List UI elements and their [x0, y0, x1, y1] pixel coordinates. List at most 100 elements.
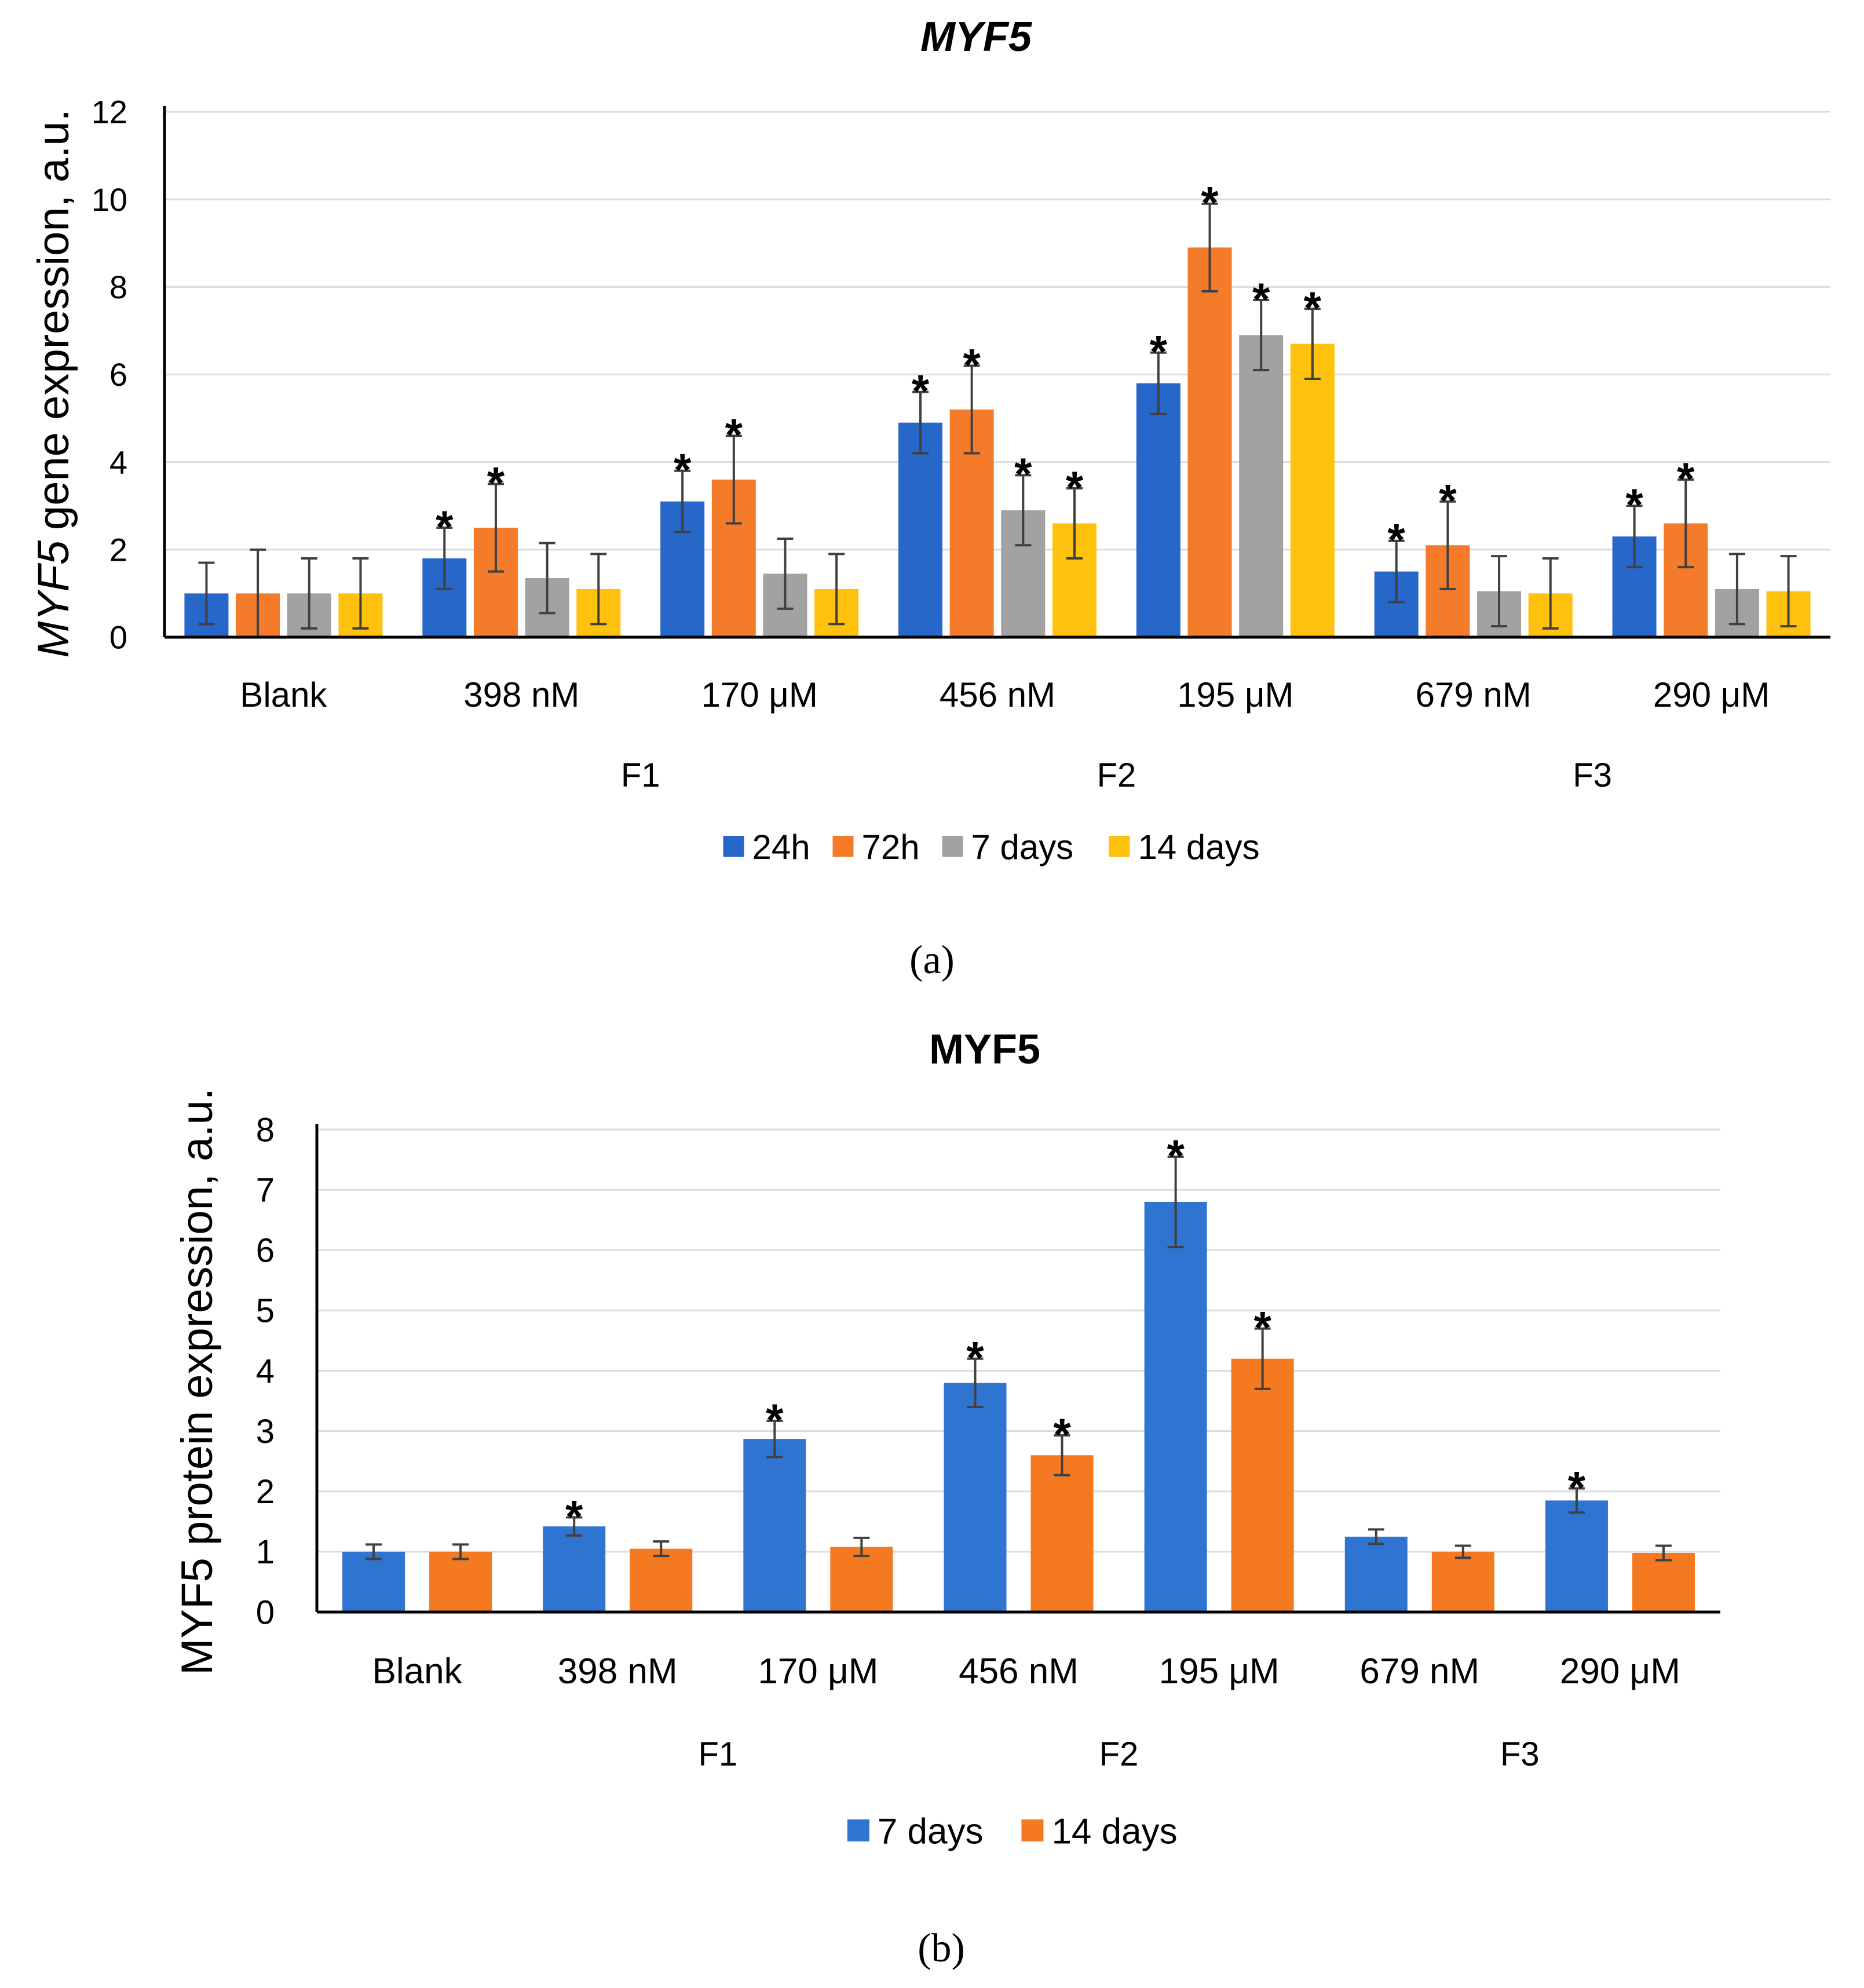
- bar: [342, 1551, 405, 1612]
- y-tick-label: 4: [109, 444, 127, 480]
- y-tick-label: 2: [256, 1473, 275, 1511]
- chart-panel-a: MYF5 MYF5 gene expression, a.u. 0 2 4 6 8 10 12…: [29, 14, 1830, 982]
- group-label: F1: [698, 1735, 737, 1773]
- x-tick-label: 195 μM: [1177, 675, 1293, 714]
- significance-marker: *: [1066, 462, 1084, 513]
- bar: [1632, 1552, 1695, 1612]
- y-tick-label: 6: [256, 1232, 275, 1270]
- y-tick-label: 2: [109, 531, 127, 568]
- chart-b-title: MYF5: [929, 1026, 1040, 1073]
- chart-b-bars: [342, 1201, 1695, 1612]
- y-tick-label: 7: [256, 1171, 275, 1209]
- chart-a-error-bars: [198, 202, 1797, 638]
- significance-marker: *: [565, 1490, 583, 1541]
- legend-label: 14 days: [1051, 1812, 1177, 1852]
- bar: [1187, 247, 1232, 637]
- legend-item: 7 days: [942, 828, 1074, 867]
- significance-marker: *: [1439, 475, 1457, 526]
- x-tick-label: 195 μM: [1159, 1651, 1280, 1691]
- bar: [1144, 1201, 1207, 1612]
- bar: [743, 1439, 806, 1612]
- bar: [1239, 335, 1284, 637]
- x-tick-label: 456 nM: [940, 675, 1055, 714]
- legend-swatch: [832, 836, 854, 857]
- significance-marker: *: [1167, 1130, 1185, 1181]
- chart-b-error-bars: [366, 1155, 1672, 1562]
- bar: [543, 1526, 606, 1612]
- chart-b-x-tick-labels: Blank 398 nM 170 μM 456 nM 195 μM 679 nM 290 μ…: [372, 1651, 1680, 1691]
- chart-a-x-tick-labels: Blank 398 nM 170 μM 456 nM 195 μM 679 nM 290 μ…: [240, 675, 1770, 714]
- x-tick-label: 679 nM: [1416, 675, 1532, 714]
- bar: [1431, 1551, 1494, 1612]
- bar: [1136, 383, 1180, 637]
- chart-a-axes: [163, 106, 1830, 639]
- significance-marker: *: [725, 409, 743, 460]
- significance-marker: *: [1201, 177, 1219, 228]
- x-tick-label: Blank: [240, 675, 327, 714]
- y-tick-label: 5: [256, 1292, 275, 1330]
- x-tick-label: 290 μM: [1653, 675, 1770, 714]
- bar: [898, 422, 942, 637]
- chart-a-legend: 24h 72h 7 days 14 days: [723, 828, 1260, 867]
- chart-b-y-ticks: 0 1 2 3 4 5 6 7 8: [256, 1111, 275, 1631]
- x-tick-label: 456 nM: [959, 1651, 1079, 1691]
- group-label: F3: [1573, 757, 1612, 794]
- chart-a-significance-markers: * * * * * * * * * * * * * * * *: [436, 177, 1695, 565]
- group-label: F2: [1099, 1735, 1139, 1773]
- y-tick-label: 10: [92, 181, 127, 218]
- chart-b-y-axis-label: MYF5 protein expression, a.u.: [173, 1088, 222, 1675]
- chart-b-axes: [315, 1124, 1720, 1614]
- chart-a-y-axis-label-text: gene expression, a.u.: [29, 109, 78, 530]
- significance-marker: *: [1388, 514, 1406, 565]
- y-tick-label: 0: [256, 1594, 275, 1631]
- y-tick-label: 8: [109, 269, 127, 305]
- legend-swatch: [847, 1819, 869, 1841]
- group-label: F3: [1500, 1735, 1540, 1773]
- significance-marker: *: [966, 1332, 984, 1383]
- x-tick-label: Blank: [372, 1651, 463, 1691]
- chart-panel-b: MYF5 MYF5 protein expression, a.u. 0 1 2 3 4…: [173, 1026, 1720, 1971]
- bar: [1290, 343, 1335, 637]
- legend-swatch: [1109, 836, 1130, 857]
- legend-item: 14 days: [1109, 828, 1260, 867]
- significance-marker: *: [487, 457, 505, 508]
- bar: [944, 1383, 1007, 1612]
- legend-swatch: [1021, 1819, 1044, 1841]
- bar: [830, 1547, 893, 1612]
- x-tick-label: 398 nM: [463, 675, 579, 714]
- significance-marker: *: [674, 444, 692, 495]
- legend-label: 24h: [752, 828, 810, 867]
- significance-marker: *: [1014, 448, 1032, 499]
- significance-marker: *: [1568, 1461, 1586, 1512]
- y-tick-label: 0: [109, 619, 127, 656]
- significance-marker: *: [1150, 326, 1168, 377]
- legend-label: 14 days: [1138, 828, 1260, 867]
- bar: [1231, 1358, 1294, 1612]
- bar: [630, 1548, 693, 1612]
- y-tick-label: 4: [256, 1353, 275, 1390]
- legend-swatch: [723, 836, 744, 857]
- significance-marker: *: [1625, 479, 1643, 530]
- group-label: F2: [1097, 757, 1136, 794]
- significance-marker: *: [963, 339, 981, 390]
- y-tick-label: 3: [256, 1413, 275, 1450]
- group-label: F1: [621, 757, 660, 794]
- chart-b-legend: 7 days 14 days: [847, 1812, 1178, 1852]
- legend-label: 7 days: [878, 1812, 984, 1852]
- significance-marker: *: [436, 501, 454, 552]
- bar: [1545, 1500, 1608, 1612]
- chart-a-y-ticks: 0 2 4 6 8 10 12: [92, 94, 127, 656]
- legend-item: 72h: [832, 828, 920, 867]
- y-tick-label: 1: [256, 1533, 275, 1571]
- significance-marker: *: [1677, 453, 1695, 504]
- significance-marker: *: [912, 366, 930, 416]
- significance-marker: *: [1253, 1302, 1271, 1353]
- chart-a-group-labels: F1 F2 F3: [621, 757, 1612, 794]
- legend-label: 7 days: [971, 828, 1074, 867]
- caption-a: (a): [909, 938, 955, 982]
- x-tick-label: 170 μM: [701, 675, 817, 714]
- caption-b: (b): [918, 1926, 965, 1971]
- y-tick-label: 6: [109, 356, 127, 393]
